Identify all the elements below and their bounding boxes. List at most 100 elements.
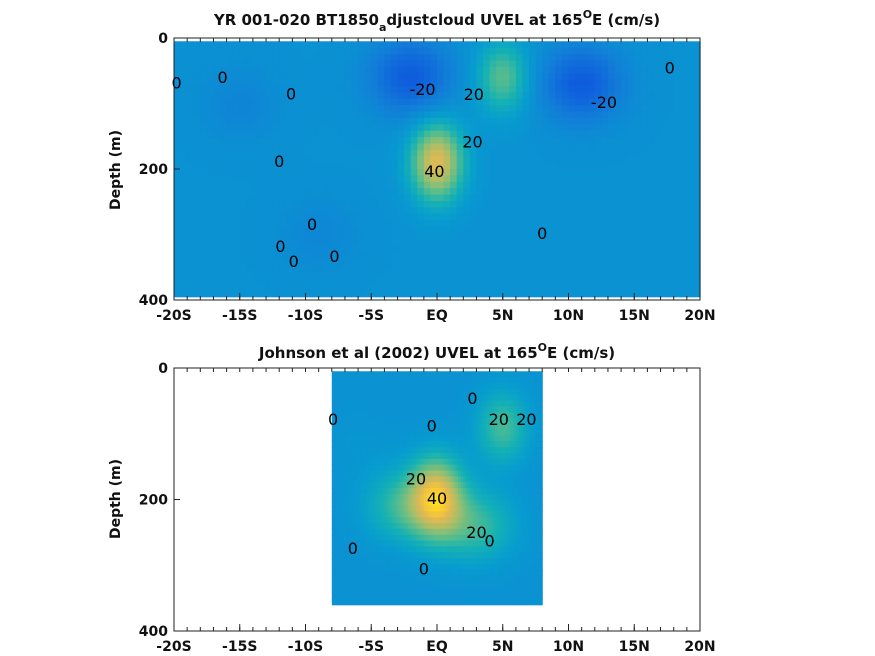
- heatmap-cell: [555, 232, 563, 240]
- heatmap-cell: [437, 200, 445, 208]
- heatmap-cell: [331, 85, 339, 93]
- heatmap-cell: [561, 41, 570, 49]
- heatmap-cell: [331, 563, 336, 571]
- heatmap-cell: [344, 505, 349, 512]
- heatmap-cell: [331, 464, 336, 472]
- heatmap-cell: [376, 388, 380, 396]
- heatmap-cell: [640, 194, 648, 202]
- heatmap-cell: [413, 406, 417, 413]
- heatmap-cell: [437, 258, 445, 266]
- heatmap-cell: [397, 534, 401, 542]
- heatmap-cell: [509, 85, 517, 93]
- heatmap-cell: [634, 277, 642, 285]
- heatmap-cell: [607, 226, 616, 234]
- heatmap-cell: [344, 290, 353, 298]
- heatmap-cell: [298, 73, 307, 81]
- heatmap-cell: [542, 54, 550, 62]
- heatmap-cell: [421, 482, 425, 489]
- heatmap-cell: [627, 156, 635, 164]
- contour-label: 0: [329, 247, 339, 266]
- heatmap-cell: [456, 181, 464, 189]
- heatmap-cell: [360, 388, 364, 396]
- heatmap-cell: [371, 505, 375, 512]
- heatmap-cell: [347, 441, 351, 448]
- heatmap-cell: [381, 423, 385, 431]
- heatmap-cell: [392, 528, 396, 536]
- heatmap-cell: [305, 149, 313, 157]
- heatmap-cell: [581, 232, 589, 240]
- heatmap-cell: [634, 169, 642, 176]
- heatmap-cell: [344, 441, 349, 448]
- heatmap-cell: [621, 264, 629, 272]
- heatmap-cell: [338, 111, 346, 119]
- heatmap-cell: [397, 207, 405, 215]
- heatmap-cell: [601, 175, 609, 183]
- heatmap-cell: [413, 563, 417, 571]
- heatmap-cell: [213, 162, 221, 170]
- heatmap-cell: [193, 207, 201, 215]
- heatmap-cell: [351, 105, 359, 113]
- heatmap-cell: [489, 111, 497, 119]
- heatmap-cell: [200, 175, 208, 183]
- heatmap-cell: [405, 528, 409, 536]
- heatmap-cell: [279, 66, 287, 74]
- heatmap-cell: [434, 388, 438, 396]
- heatmap-cell: [408, 499, 412, 507]
- heatmap-cell: [489, 79, 497, 87]
- heatmap-cell: [377, 54, 385, 62]
- heatmap-cell: [384, 54, 392, 62]
- heatmap-cell: [351, 130, 359, 138]
- heatmap-cell: [421, 569, 425, 577]
- heatmap-cell: [389, 540, 393, 547]
- heatmap-cell: [413, 377, 417, 384]
- heatmap-cell: [350, 429, 354, 437]
- heatmap-cell: [351, 181, 359, 189]
- heatmap-cell: [415, 487, 420, 495]
- heatmap-cell: [344, 546, 349, 553]
- heatmap-cell: [489, 181, 497, 189]
- heatmap-cell: [421, 458, 425, 466]
- heatmap-cell: [463, 130, 471, 138]
- heatmap-cell: [233, 73, 241, 81]
- heatmap-cell: [384, 220, 392, 228]
- heatmap-cell: [377, 73, 385, 81]
- heatmap-cell: [417, 130, 425, 138]
- heatmap-cell: [418, 517, 422, 524]
- heatmap-cell: [363, 441, 367, 448]
- heatmap-cell: [423, 79, 432, 87]
- heatmap-cell: [408, 417, 412, 425]
- heatmap-cell: [285, 156, 293, 164]
- heatmap-cell: [325, 200, 333, 208]
- heatmap-cell: [601, 47, 609, 55]
- heatmap-cell: [515, 188, 524, 196]
- heatmap-cell: [693, 85, 701, 93]
- heatmap-cell: [502, 124, 510, 132]
- heatmap-cell: [660, 169, 668, 176]
- heatmap-cell: [392, 400, 396, 407]
- heatmap-cell: [443, 245, 451, 253]
- heatmap-cell: [334, 552, 338, 559]
- heatmap-cell: [515, 124, 524, 132]
- heatmap-cell: [437, 388, 441, 396]
- heatmap-cell: [371, 371, 375, 378]
- heatmap-cell: [601, 207, 609, 215]
- heatmap-cell: [298, 220, 307, 228]
- heatmap-cell: [515, 226, 524, 234]
- heatmap-cell: [410, 73, 418, 81]
- heatmap-cell: [607, 283, 616, 291]
- heatmap-cell: [334, 371, 338, 378]
- heatmap-cell: [515, 194, 524, 202]
- heatmap-cell: [246, 207, 254, 215]
- heatmap-cell: [371, 124, 379, 132]
- heatmap-cell: [387, 552, 391, 559]
- heatmap-cell: [417, 290, 425, 298]
- heatmap-cell: [415, 382, 420, 390]
- heatmap-cell: [410, 412, 414, 419]
- heatmap-cell: [417, 200, 425, 208]
- heatmap-cell: [279, 194, 287, 202]
- heatmap-cell: [305, 232, 313, 240]
- heatmap-cell: [371, 162, 379, 170]
- heatmap-cell: [252, 124, 261, 132]
- heatmap-cell: [456, 264, 464, 272]
- heatmap-cell: [443, 169, 451, 176]
